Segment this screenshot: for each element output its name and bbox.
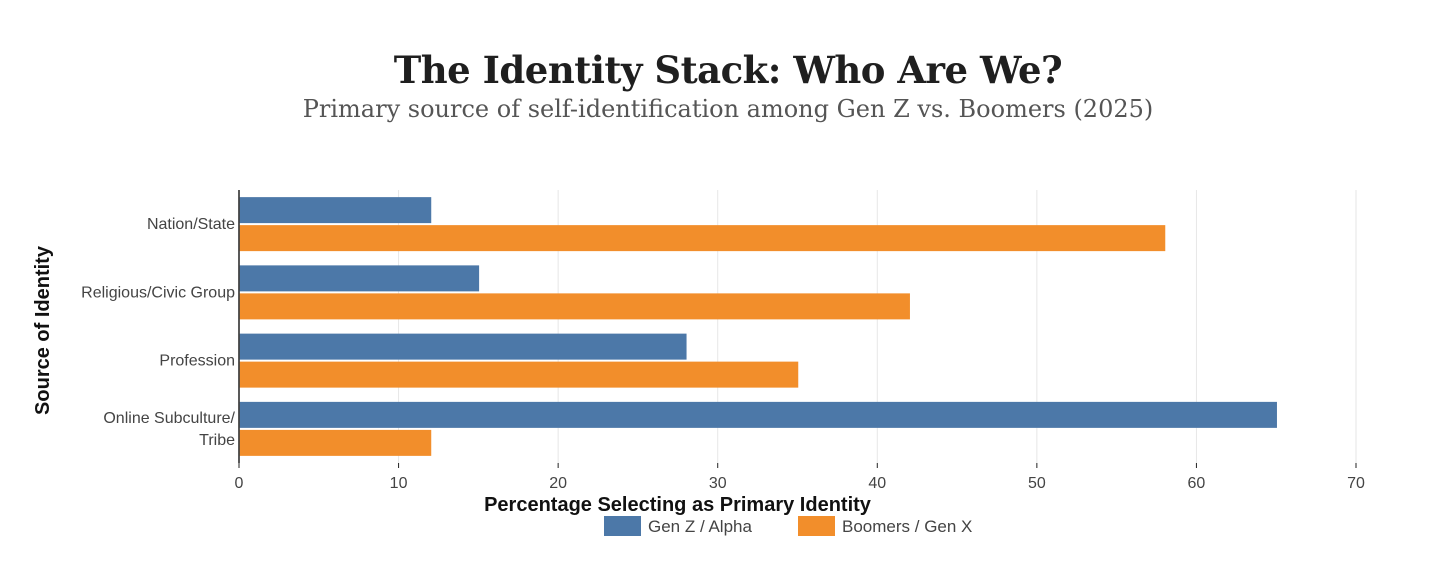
bars [239, 197, 1277, 456]
x-tick-label: 30 [709, 475, 727, 492]
x-tick-label: 60 [1188, 475, 1206, 492]
bar-boomers [239, 429, 432, 456]
y-axis-title: Source of Identity [32, 245, 54, 415]
bar-boomers [239, 361, 799, 388]
legend-label: Gen Z / Alpha [648, 517, 752, 536]
x-tick-label: 10 [390, 475, 408, 492]
bar-boomers [239, 225, 1166, 252]
y-axis-categories: Nation/State Religious/Civic Group Profess… [81, 216, 235, 449]
x-axis-ticks: 0 10 20 30 40 50 60 70 [235, 463, 1365, 492]
x-axis-title: Percentage Selecting as Primary Identity [484, 494, 872, 516]
legend-swatch [798, 516, 835, 536]
bar-genz [239, 333, 687, 360]
bar-genz [239, 197, 432, 224]
category-label: Online Subculture/ [103, 410, 235, 427]
x-tick-label: 70 [1347, 475, 1365, 492]
x-tick-label: 50 [1028, 475, 1046, 492]
legend: Gen Z / Alpha Boomers / Gen X [604, 516, 972, 536]
chart-title: The Identity Stack: Who Are We? [393, 48, 1063, 92]
bar-boomers [239, 293, 910, 320]
legend-label: Boomers / Gen X [842, 517, 972, 536]
x-tick-label: 20 [549, 475, 567, 492]
x-tick-label: 0 [235, 475, 244, 492]
category-label: Tribe [199, 432, 235, 449]
x-tick-label: 40 [868, 475, 886, 492]
legend-swatch [604, 516, 641, 536]
bar-genz [239, 401, 1277, 428]
chart-subtitle: Primary source of self-identification am… [302, 95, 1154, 123]
category-label: Religious/Civic Group [81, 284, 235, 301]
category-label: Nation/State [147, 216, 235, 233]
bar-genz [239, 265, 480, 292]
category-label: Profession [159, 353, 235, 370]
